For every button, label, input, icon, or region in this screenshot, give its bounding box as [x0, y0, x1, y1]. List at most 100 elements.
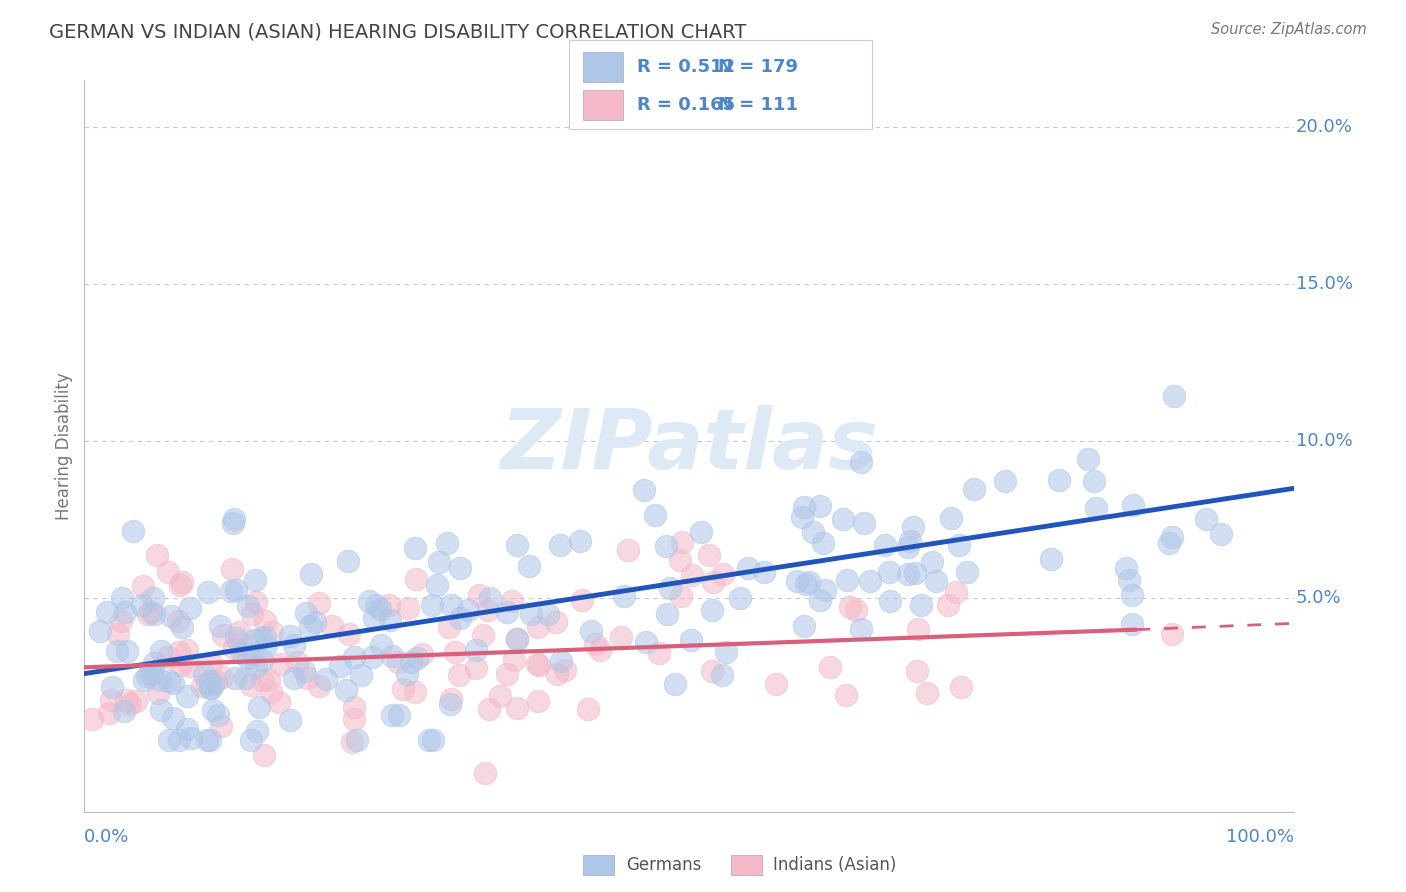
Point: [209, 719, 232, 733]
Point: [449, 611, 471, 625]
Point: [546, 666, 568, 681]
Point: [115, 692, 138, 706]
Point: [225, 632, 247, 646]
Point: [1157, 535, 1180, 549]
Point: [786, 574, 808, 588]
Point: [134, 673, 156, 687]
Point: [157, 674, 180, 689]
Point: [853, 516, 876, 530]
Point: [321, 619, 343, 633]
Point: [118, 698, 141, 712]
Point: [579, 624, 602, 639]
Point: [233, 671, 256, 685]
Point: [655, 539, 678, 553]
Point: [96, 605, 118, 619]
Point: [211, 627, 233, 641]
Point: [190, 679, 212, 693]
Point: [814, 583, 837, 598]
Point: [427, 555, 450, 569]
Point: [392, 681, 415, 696]
Point: [269, 695, 291, 709]
Point: [1118, 574, 1140, 588]
Point: [963, 483, 986, 497]
Point: [839, 600, 862, 615]
Point: [554, 663, 576, 677]
Point: [404, 685, 426, 699]
Point: [644, 508, 666, 522]
Point: [664, 677, 686, 691]
Point: [200, 681, 222, 696]
Point: [246, 723, 269, 738]
Point: [169, 578, 191, 592]
Text: GERMAN VS INDIAN (ASIAN) HEARING DISABILITY CORRELATION CHART: GERMAN VS INDIAN (ASIAN) HEARING DISABIL…: [49, 22, 747, 41]
Point: [544, 615, 567, 629]
Point: [107, 644, 129, 658]
Point: [370, 638, 392, 652]
Point: [548, 538, 571, 552]
Point: [228, 625, 250, 640]
Point: [472, 628, 495, 642]
Point: [283, 638, 305, 652]
Point: [877, 566, 900, 580]
Point: [808, 593, 831, 607]
Point: [167, 732, 190, 747]
Point: [669, 553, 692, 567]
Point: [176, 643, 198, 657]
Point: [342, 700, 364, 714]
Point: [295, 671, 318, 685]
Point: [613, 589, 636, 603]
Point: [131, 579, 153, 593]
Point: [245, 595, 267, 609]
Point: [737, 561, 759, 575]
Point: [299, 619, 322, 633]
Point: [506, 538, 529, 552]
Point: [156, 565, 179, 579]
Point: [527, 694, 550, 708]
Point: [110, 615, 132, 629]
Point: [711, 567, 734, 582]
Point: [179, 658, 201, 673]
Point: [669, 589, 692, 603]
Point: [172, 574, 194, 589]
Point: [125, 694, 148, 708]
Point: [583, 636, 606, 650]
Point: [681, 568, 703, 582]
Point: [399, 655, 422, 669]
Point: [420, 598, 443, 612]
Point: [658, 581, 681, 595]
Point: [150, 703, 173, 717]
Point: [1161, 530, 1184, 544]
Point: [501, 593, 523, 607]
Text: ZIPatlas: ZIPatlas: [501, 406, 877, 486]
Point: [810, 499, 832, 513]
Point: [236, 599, 259, 614]
Point: [292, 664, 315, 678]
Point: [1122, 498, 1144, 512]
Point: [671, 534, 693, 549]
Text: 0.0%: 0.0%: [84, 828, 129, 846]
Point: [994, 474, 1017, 488]
Point: [465, 661, 488, 675]
Point: [1195, 512, 1218, 526]
Point: [176, 722, 198, 736]
Point: [278, 629, 301, 643]
Point: [122, 524, 145, 538]
Point: [526, 657, 548, 672]
Point: [859, 574, 882, 588]
Point: [342, 649, 364, 664]
Point: [634, 635, 657, 649]
Point: [1047, 473, 1070, 487]
Point: [285, 655, 308, 669]
Point: [231, 646, 253, 660]
Point: [308, 679, 330, 693]
Point: [468, 588, 491, 602]
Point: [837, 573, 859, 587]
Point: [790, 510, 813, 524]
Point: [436, 535, 458, 549]
Point: [378, 613, 401, 627]
Point: [198, 732, 221, 747]
Point: [229, 637, 252, 651]
Point: [849, 455, 872, 469]
Point: [148, 686, 170, 700]
Point: [156, 650, 179, 665]
